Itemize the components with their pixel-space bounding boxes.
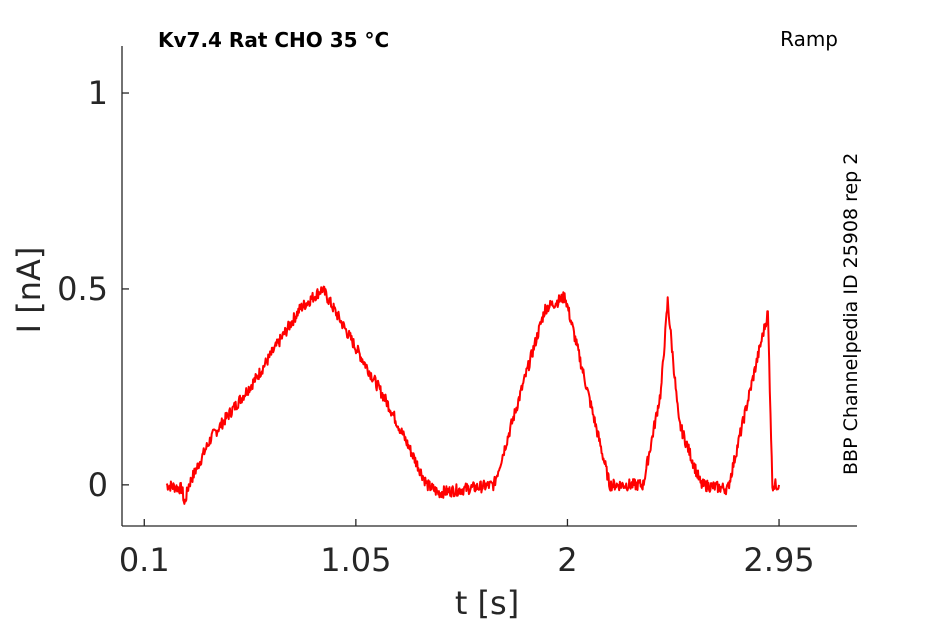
x-axis-ticks: 0.1 1.05 2 2.95 [119,519,815,579]
y-axis-title: I [nA] [10,247,48,334]
y-tick-label: 0.5 [57,270,108,308]
y-tick-label: 1 [88,74,108,112]
x-tick-label: 2.95 [743,541,814,579]
chart-title: Kv7.4 Rat CHO 35 °C [158,28,389,52]
series-line-current [165,285,780,505]
x-tick-label: 0.1 [119,541,170,579]
x-tick-label: 1.05 [320,541,391,579]
y-tick-label: 0 [88,466,108,504]
x-tick-label: 2 [557,541,577,579]
x-axis-title: t [s] [455,584,519,622]
protocol-label: Ramp [780,27,838,51]
source-label: BBP Channelpedia ID 25908 rep 2 [840,153,862,475]
y-axis-ticks: 00.51 [57,74,129,504]
